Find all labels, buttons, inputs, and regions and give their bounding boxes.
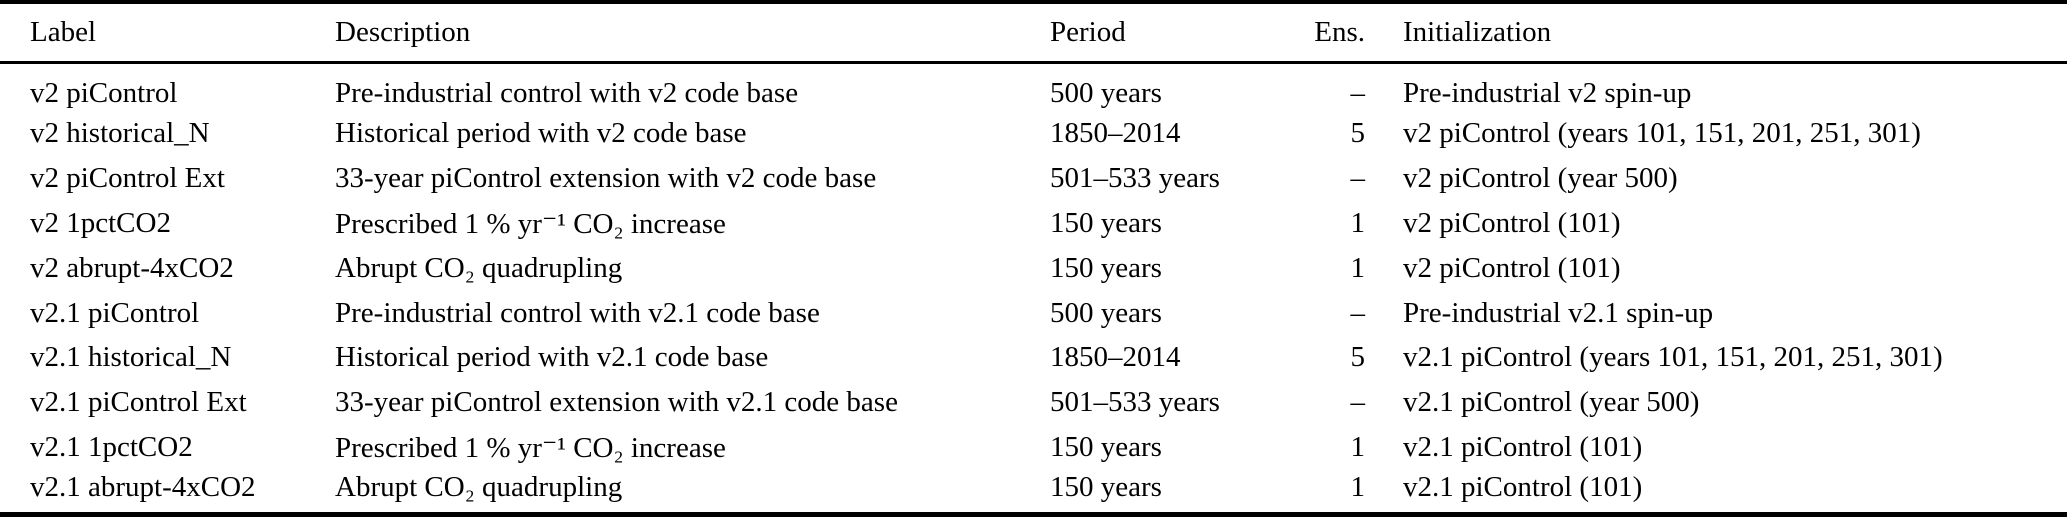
cell-label: v2 piControl xyxy=(30,77,178,110)
cell-initialization: v2.1 piControl (101) xyxy=(1403,471,1643,504)
column-header-ens: Ens. xyxy=(1303,2,1375,64)
cell-description: Pre-industrial control with v2.1 code ba… xyxy=(335,296,820,329)
cell-initialization: v2 piControl (year 500) xyxy=(1403,162,1678,195)
table-row: v2 1pctCO2 Prescribed 1 % yr⁻¹ CO₂ incre… xyxy=(0,201,2067,246)
table-row: v2.1 1pctCO2 Prescribed 1 % yr⁻¹ CO₂ inc… xyxy=(0,425,2067,470)
cell-description: 33-year piControl extension with v2 code… xyxy=(335,162,877,195)
cell-label: v2 piControl Ext xyxy=(30,162,225,195)
cell-description: Abrupt CO₂ quadrupling xyxy=(335,471,623,504)
cell-initialization: v2 piControl (101) xyxy=(1403,206,1621,239)
cell-ens: 1 xyxy=(1350,251,1366,284)
cell-period: 150 years xyxy=(1050,251,1162,284)
cell-period: 150 years xyxy=(1050,430,1162,463)
cell-initialization: Pre-industrial v2 spin-up xyxy=(1403,77,1692,110)
cell-ens: 5 xyxy=(1350,117,1366,150)
cell-ens: 5 xyxy=(1350,341,1366,374)
cell-period: 500 years xyxy=(1050,296,1162,329)
cell-label: v2 abrupt-4xCO2 xyxy=(30,251,234,284)
cell-label: v2.1 piControl Ext xyxy=(30,386,247,419)
cell-description: Historical period with v2 code base xyxy=(335,117,747,150)
cell-initialization: v2 piControl (101) xyxy=(1403,251,1621,284)
cell-description: Abrupt CO₂ quadrupling xyxy=(335,251,623,284)
column-header-period: Period xyxy=(1050,2,1303,64)
cell-ens: 1 xyxy=(1350,206,1366,239)
table-row: v2 abrupt-4xCO2 Abrupt CO₂ quadrupling 1… xyxy=(0,246,2067,291)
cell-description: Prescribed 1 % yr⁻¹ CO₂ increase xyxy=(335,207,726,240)
cell-initialization: Pre-industrial v2.1 spin-up xyxy=(1403,296,1714,329)
cell-label: v2 1pctCO2 xyxy=(30,206,171,239)
cell-ens: – xyxy=(1350,386,1366,419)
column-header-label: Label xyxy=(0,2,335,64)
cell-initialization: v2 piControl (years 101, 151, 201, 251, … xyxy=(1403,117,1921,150)
cell-description: Pre-industrial control with v2 code base xyxy=(335,77,799,110)
cell-label: v2.1 1pctCO2 xyxy=(30,430,193,463)
table-row: v2.1 piControl Pre-industrial control wi… xyxy=(0,291,2067,336)
cell-label: v2.1 historical_N xyxy=(30,341,232,374)
cell-ens: 1 xyxy=(1350,471,1366,504)
cell-initialization: v2.1 piControl (years 101, 151, 201, 251… xyxy=(1403,341,1943,374)
table-row: v2.1 abrupt-4xCO2 Abrupt CO₂ quadrupling… xyxy=(0,470,2067,515)
cell-label: v2.1 abrupt-4xCO2 xyxy=(30,471,256,504)
cell-ens: – xyxy=(1350,296,1366,329)
cell-label: v2 historical_N xyxy=(30,117,210,150)
cell-description: 33-year piControl extension with v2.1 co… xyxy=(335,386,898,419)
header-row: Label Description Period Ens. Initializa… xyxy=(0,2,2067,64)
cell-period: 1850–2014 xyxy=(1050,117,1181,150)
table-row: v2 historical_N Historical period with v… xyxy=(0,112,2067,157)
cell-description: Historical period with v2.1 code base xyxy=(335,341,769,374)
cell-period: 150 years xyxy=(1050,471,1162,504)
table-row: v2 piControl Pre-industrial control with… xyxy=(0,62,2067,112)
cell-initialization: v2.1 piControl (year 500) xyxy=(1403,386,1700,419)
cell-ens: – xyxy=(1350,77,1366,110)
cell-period: 501–533 years xyxy=(1050,386,1220,419)
table-row: v2.1 piControl Ext 33-year piControl ext… xyxy=(0,380,2067,425)
table-row: v2.1 historical_N Historical period with… xyxy=(0,335,2067,380)
cell-description: Prescribed 1 % yr⁻¹ CO₂ increase xyxy=(335,431,726,464)
cell-period: 1850–2014 xyxy=(1050,341,1181,374)
cell-label: v2.1 piControl xyxy=(30,296,200,329)
cell-period: 501–533 years xyxy=(1050,162,1220,195)
cell-period: 500 years xyxy=(1050,77,1162,110)
table-row: v2 piControl Ext 33-year piControl exten… xyxy=(0,156,2067,201)
cell-ens: – xyxy=(1350,162,1366,195)
cell-initialization: v2.1 piControl (101) xyxy=(1403,430,1643,463)
column-header-initialization: Initialization xyxy=(1375,2,2067,64)
column-header-description: Description xyxy=(335,2,1050,64)
cell-ens: 1 xyxy=(1350,430,1366,463)
cell-period: 150 years xyxy=(1050,206,1162,239)
